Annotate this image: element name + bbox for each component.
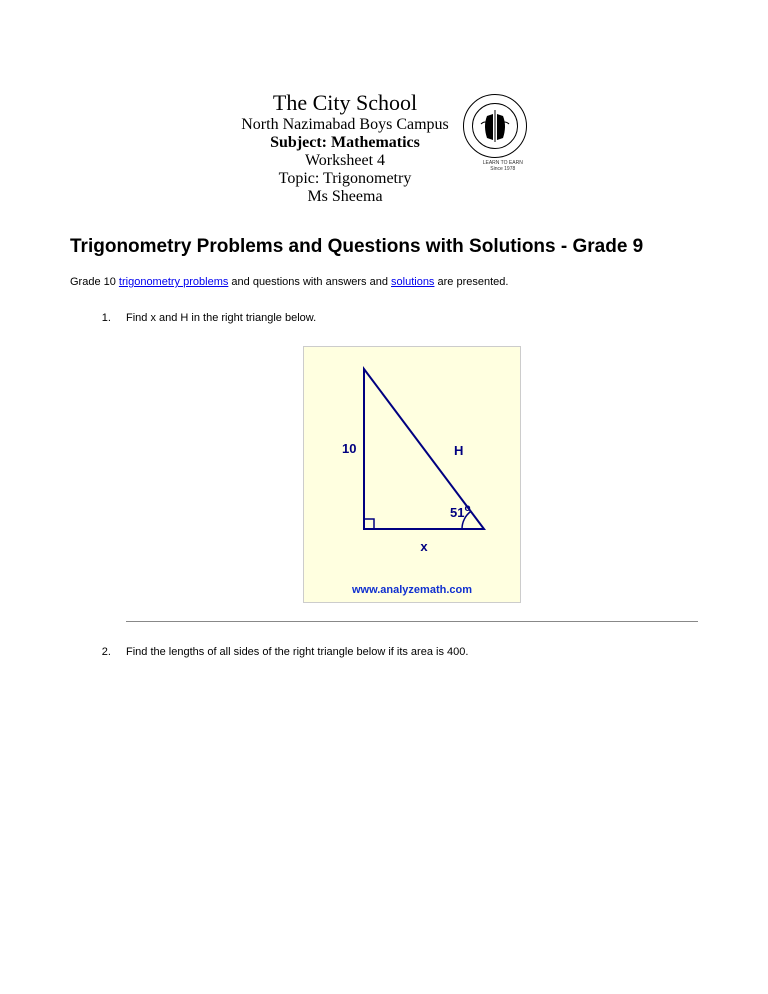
problem-1: Find x and H in the right triangle below… (114, 312, 698, 622)
problem-list: Find x and H in the right triangle below… (70, 312, 698, 658)
campus-name: North Nazimabad Boys Campus (241, 116, 449, 134)
svg-text:10: 10 (342, 441, 356, 456)
worksheet-header: The City School North Nazimabad Boys Cam… (70, 90, 698, 206)
figure-1: 10 Hx 51o www.analyzemath.com (303, 346, 521, 603)
solutions-link[interactable]: solutions (391, 276, 434, 288)
header-text-block: The City School North Nazimabad Boys Cam… (241, 90, 449, 206)
worksheet-line: Worksheet 4 (241, 152, 449, 170)
topic-line: Topic: Trigonometry (241, 170, 449, 188)
teacher-line: Ms Sheema (241, 188, 449, 206)
logo-caption: LEARN TO EARN Since 1978 (463, 160, 543, 172)
trig-problems-link[interactable]: trigonometry problems (119, 276, 228, 288)
school-name: The City School (241, 90, 449, 116)
school-logo: LEARN TO EARN Since 1978 (463, 90, 527, 158)
problem-1-text: Find x and H in the right triangle below… (126, 312, 316, 324)
logo-hands-icon (475, 106, 515, 146)
subject-line: Subject: Mathematics (241, 134, 449, 152)
svg-text:51o: 51o (450, 503, 471, 520)
intro-paragraph: Grade 10 trigonometry problems and quest… (70, 276, 698, 288)
intro-mid: and questions with answers and (228, 276, 391, 288)
problem-2-text: Find the lengths of all sides of the rig… (126, 646, 468, 658)
problem-2: Find the lengths of all sides of the rig… (114, 646, 698, 658)
figure-source-url: www.analyzemath.com (326, 584, 498, 596)
page-title: Trigonometry Problems and Questions with… (70, 236, 698, 258)
svg-text:x: x (420, 539, 428, 554)
figure-1-wrap: 10 Hx 51o www.analyzemath.com (126, 346, 698, 603)
triangle-diagram: 10 Hx 51o (326, 361, 498, 571)
svg-text:H: H (454, 443, 463, 458)
intro-post: are presented. (434, 276, 508, 288)
separator (126, 621, 698, 622)
intro-pre: Grade 10 (70, 276, 119, 288)
